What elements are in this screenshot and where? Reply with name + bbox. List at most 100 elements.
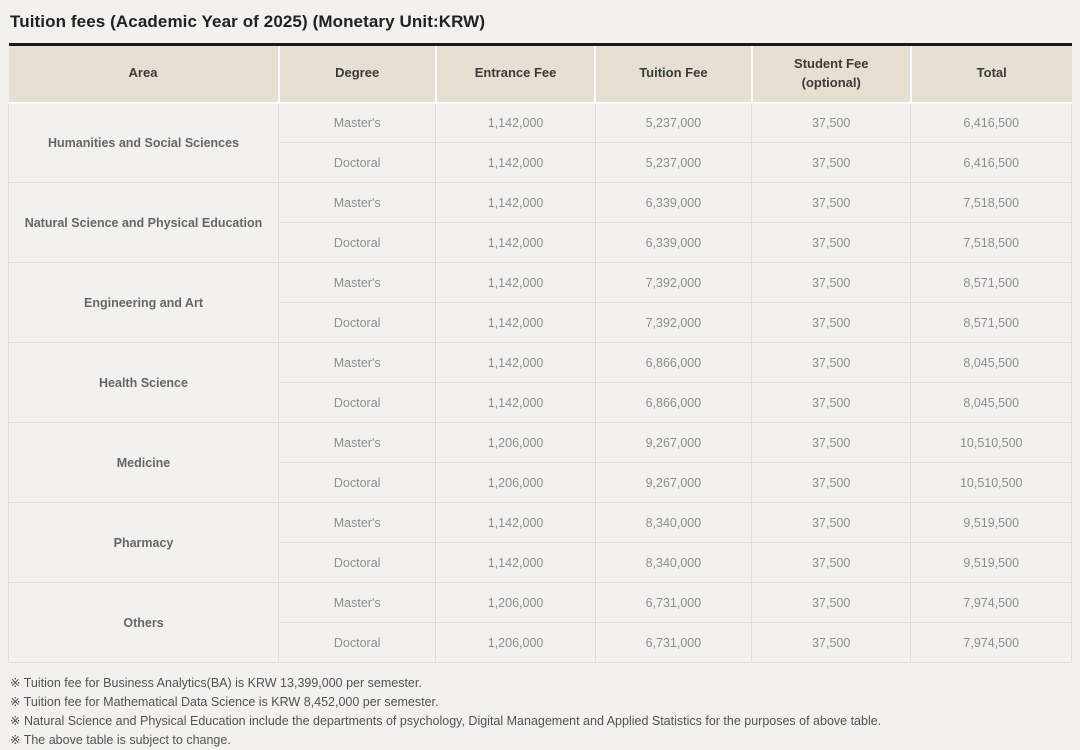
table-row: Engineering and Art Master's 1,142,000 7,39… [7, 262, 1072, 343]
student-fee-cell: 37,500 [751, 342, 912, 383]
total-cell: 9,519,500 [910, 542, 1072, 583]
table-row: Natural Science and Physical Education Ma… [7, 182, 1072, 263]
table-row: Doctoral 1,142,000 8,340,000 37,500 9,519,50… [9, 542, 1072, 583]
footnote: ※ Natural Science and Physical Education… [10, 714, 882, 728]
column-header-label: Entrance Fee [474, 65, 557, 81]
table-header: Area Degree Entrance Fee Tuition Fee Stu… [8, 43, 1072, 104]
footnotes: ※ Tuition fee for Business Analytics(BA)… [8, 674, 1072, 750]
total-cell: 8,571,500 [910, 302, 1072, 343]
area-cell: Natural Science and Physical Education [7, 182, 280, 263]
degree-cell: Master's [278, 102, 437, 143]
column-header-label: Area [128, 65, 158, 81]
entrance-fee-cell: 1,142,000 [435, 382, 596, 423]
degree-cell: Master's [278, 182, 437, 223]
student-fee-cell: 37,500 [751, 102, 912, 143]
column-header-total: Total [910, 43, 1072, 104]
entrance-fee-cell: 1,142,000 [435, 542, 596, 583]
student-fee-cell: 37,500 [751, 502, 912, 543]
column-header-entrance-fee: Entrance Fee [435, 43, 597, 104]
table-row: Medicine Master's 1,206,000 9,267,000 37,500… [7, 422, 1072, 503]
student-fee-cell: 37,500 [751, 422, 912, 463]
degree-cell: Doctoral [278, 622, 437, 663]
total-cell: 7,974,500 [910, 622, 1072, 663]
tuition-fee-cell: 7,392,000 [594, 302, 753, 343]
footnote: ※ Tuition fee for Mathematical Data Scie… [10, 695, 439, 709]
total-cell: 7,518,500 [910, 182, 1072, 223]
table-row: Doctoral 1,142,000 6,339,000 37,500 7,518,50… [9, 222, 1072, 263]
degree-cell: Doctoral [278, 382, 437, 423]
table-row: Doctoral 1,142,000 7,392,000 37,500 8,571,50… [9, 302, 1072, 343]
area-cell: Humanities and Social Sciences [7, 102, 280, 183]
tuition-fee-cell: 8,340,000 [594, 542, 753, 583]
tuition-fee-cell: 6,339,000 [594, 222, 753, 263]
tuition-fee-cell: 5,237,000 [594, 142, 753, 183]
degree-cell: Doctoral [278, 142, 437, 183]
tuition-fee-cell: 6,731,000 [594, 622, 753, 663]
degree-cell: Master's [278, 422, 437, 463]
entrance-fee-cell: 1,206,000 [435, 422, 596, 463]
entrance-fee-cell: 1,142,000 [435, 262, 596, 303]
student-fee-cell: 37,500 [751, 222, 912, 263]
student-fee-cell: 37,500 [751, 622, 912, 663]
area-cell: Engineering and Art [7, 262, 280, 343]
area-cell: Pharmacy [7, 502, 280, 583]
student-fee-cell: 37,500 [751, 542, 912, 583]
tuition-fee-cell: 6,866,000 [594, 382, 753, 423]
table-body: Humanities and Social Sciences Master's 1,… [7, 102, 1072, 663]
student-fee-cell: 37,500 [751, 382, 912, 423]
degree-cell: Doctoral [278, 462, 437, 503]
column-header-degree: Degree [278, 43, 437, 104]
entrance-fee-cell: 1,142,000 [435, 222, 596, 263]
column-header-label: Degree [335, 65, 380, 81]
student-fee-cell: 37,500 [751, 142, 912, 183]
column-header-label: Student Fee [794, 55, 869, 71]
tuition-fee-cell: 8,340,000 [594, 502, 753, 543]
column-header-student-fee: Student Fee (optional) [751, 43, 912, 104]
page-title: Tuition fees (Academic Year of 2025) (Mo… [10, 12, 486, 31]
student-fee-cell: 37,500 [751, 262, 912, 303]
table-row: Humanities and Social Sciences Master's 1,… [7, 102, 1072, 183]
column-header-label: Total [976, 65, 1007, 81]
column-header-label: Tuition Fee [639, 65, 708, 81]
entrance-fee-cell: 1,206,000 [435, 622, 596, 663]
tuition-fees-table: Area Degree Entrance Fee Tuition Fee Stu… [7, 43, 1072, 663]
total-cell: 10,510,500 [910, 462, 1072, 503]
student-fee-cell: 37,500 [751, 182, 912, 223]
entrance-fee-cell: 1,206,000 [435, 462, 596, 503]
tuition-fee-cell: 9,267,000 [594, 422, 753, 463]
table-row: Others Master's 1,206,000 6,731,000 37,500 7,… [7, 582, 1072, 663]
tuition-fee-cell: 9,267,000 [594, 462, 753, 503]
degree-cell: Doctoral [278, 222, 437, 263]
total-cell: 6,416,500 [910, 102, 1072, 143]
area-cell: Health Science [7, 342, 280, 423]
tuition-fee-cell: 6,339,000 [594, 182, 753, 223]
total-cell: 10,510,500 [910, 422, 1072, 463]
total-cell: 7,974,500 [910, 582, 1072, 623]
student-fee-cell: 37,500 [751, 582, 912, 623]
student-fee-cell: 37,500 [751, 302, 912, 343]
table-row: Doctoral 1,142,000 6,866,000 37,500 8,045,50… [9, 382, 1072, 423]
entrance-fee-cell: 1,142,000 [435, 182, 596, 223]
entrance-fee-cell: 1,206,000 [435, 582, 596, 623]
table-row: Pharmacy Master's 1,142,000 8,340,000 37,500… [7, 502, 1072, 583]
entrance-fee-cell: 1,142,000 [435, 142, 596, 183]
column-header-sublabel: (optional) [801, 74, 861, 90]
student-fee-cell: 37,500 [751, 462, 912, 503]
entrance-fee-cell: 1,142,000 [435, 302, 596, 343]
tuition-fee-cell: 7,392,000 [594, 262, 753, 303]
total-cell: 8,045,500 [910, 342, 1072, 383]
degree-cell: Master's [278, 262, 437, 303]
area-cell: Others [7, 582, 280, 663]
tuition-fee-cell: 5,237,000 [594, 102, 753, 143]
degree-cell: Master's [278, 342, 437, 383]
tuition-fee-cell: 6,731,000 [594, 582, 753, 623]
entrance-fee-cell: 1,142,000 [435, 102, 596, 143]
table-row: Doctoral 1,206,000 9,267,000 37,500 10,510,5… [9, 462, 1072, 503]
tuition-fee-cell: 6,866,000 [594, 342, 753, 383]
degree-cell: Doctoral [278, 542, 437, 583]
footnote: ※ The above table is subject to change. [10, 733, 231, 747]
total-cell: 8,045,500 [910, 382, 1072, 423]
degree-cell: Master's [278, 502, 437, 543]
total-cell: 9,519,500 [910, 502, 1072, 543]
footnote: ※ Tuition fee for Business Analytics(BA)… [10, 676, 422, 690]
